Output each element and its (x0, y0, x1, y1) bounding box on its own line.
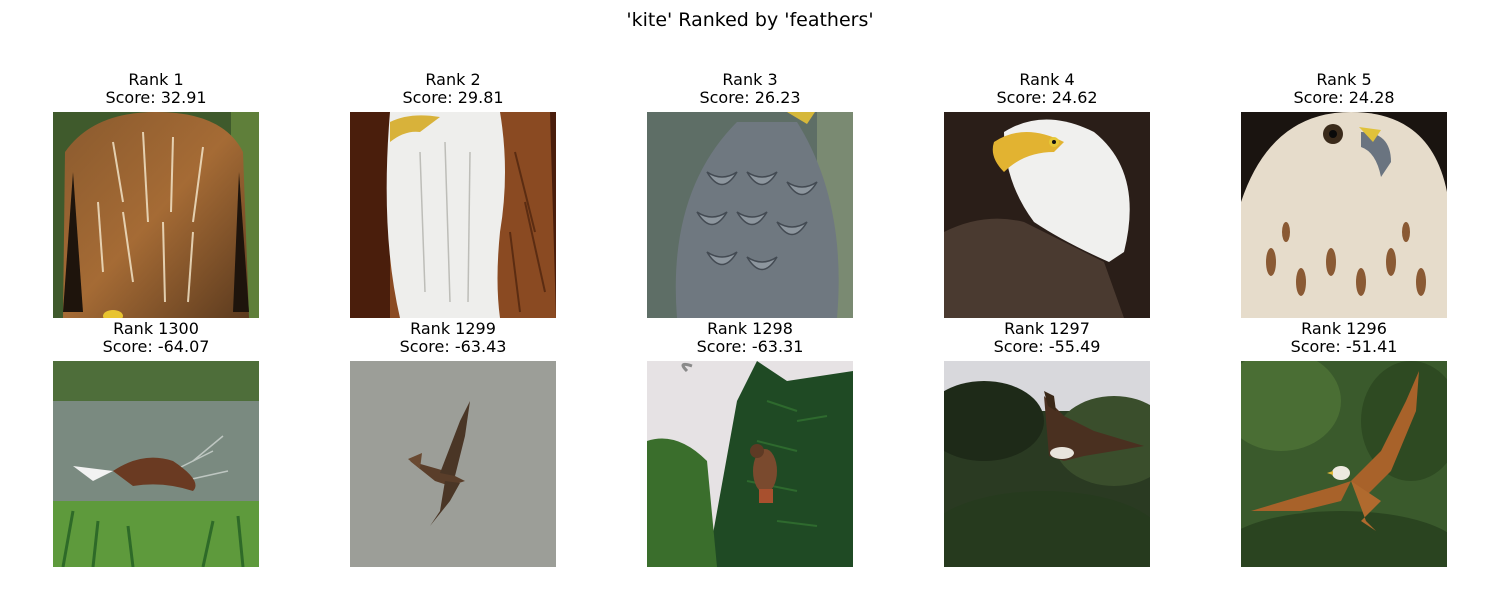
panel-title: Rank 5 Score: 24.28 (1201, 71, 1487, 107)
bald-eagle-plumage-thumbnail (350, 112, 556, 318)
score-label: Score: 32.91 (105, 88, 207, 107)
score-label: Score: 26.23 (699, 88, 801, 107)
score-label: Score: -55.49 (993, 337, 1101, 356)
panel-title: Rank 2 Score: 29.81 (310, 71, 596, 107)
panel-title: Rank 1300 Score: -64.07 (13, 320, 299, 356)
rank-label: Rank 5 (1316, 70, 1372, 89)
score-label: Score: 24.62 (996, 88, 1098, 107)
grey-eagle-thumbnail (647, 112, 853, 318)
hawk-in-fir-tree-thumbnail (647, 361, 853, 567)
panel-title: Rank 4 Score: 24.62 (904, 71, 1190, 107)
rank-label: Rank 1299 (410, 319, 496, 338)
panel-title: Rank 1297 Score: -55.49 (904, 320, 1190, 356)
rank-label: Rank 4 (1019, 70, 1075, 89)
panel-title: Rank 1298 Score: -63.31 (607, 320, 893, 356)
score-label: Score: -63.31 (696, 337, 804, 356)
rank-label: Rank 1300 (113, 319, 199, 338)
eagle-flying-over-trees-thumbnail (944, 361, 1150, 567)
rank-label: Rank 1298 (707, 319, 793, 338)
kite-in-water-thumbnail (53, 361, 259, 567)
panel-title: Rank 3 Score: 26.23 (607, 71, 893, 107)
rank-label: Rank 2 (425, 70, 481, 89)
rank-label: Rank 1296 (1301, 319, 1387, 338)
score-label: Score: -63.43 (399, 337, 507, 356)
kite-grey-sky-thumbnail (350, 361, 556, 567)
hawk-face-thumbnail (1241, 112, 1447, 318)
red-kite-flight-thumbnail (1241, 361, 1447, 567)
figure-title: 'kite' Ranked by 'feathers' (626, 9, 874, 31)
kite-feathers-thumbnail (53, 112, 259, 318)
rank-label: Rank 1297 (1004, 319, 1090, 338)
panel-title: Rank 1296 Score: -51.41 (1201, 320, 1487, 356)
score-label: Score: 29.81 (402, 88, 504, 107)
score-label: Score: -64.07 (102, 337, 210, 356)
score-label: Score: -51.41 (1290, 337, 1398, 356)
rank-label: Rank 3 (722, 70, 778, 89)
score-label: Score: 24.28 (1293, 88, 1395, 107)
rank-label: Rank 1 (128, 70, 184, 89)
bald-eagle-head-thumbnail (944, 112, 1150, 318)
panel-title: Rank 1 Score: 32.91 (13, 71, 299, 107)
panel-title: Rank 1299 Score: -63.43 (310, 320, 596, 356)
